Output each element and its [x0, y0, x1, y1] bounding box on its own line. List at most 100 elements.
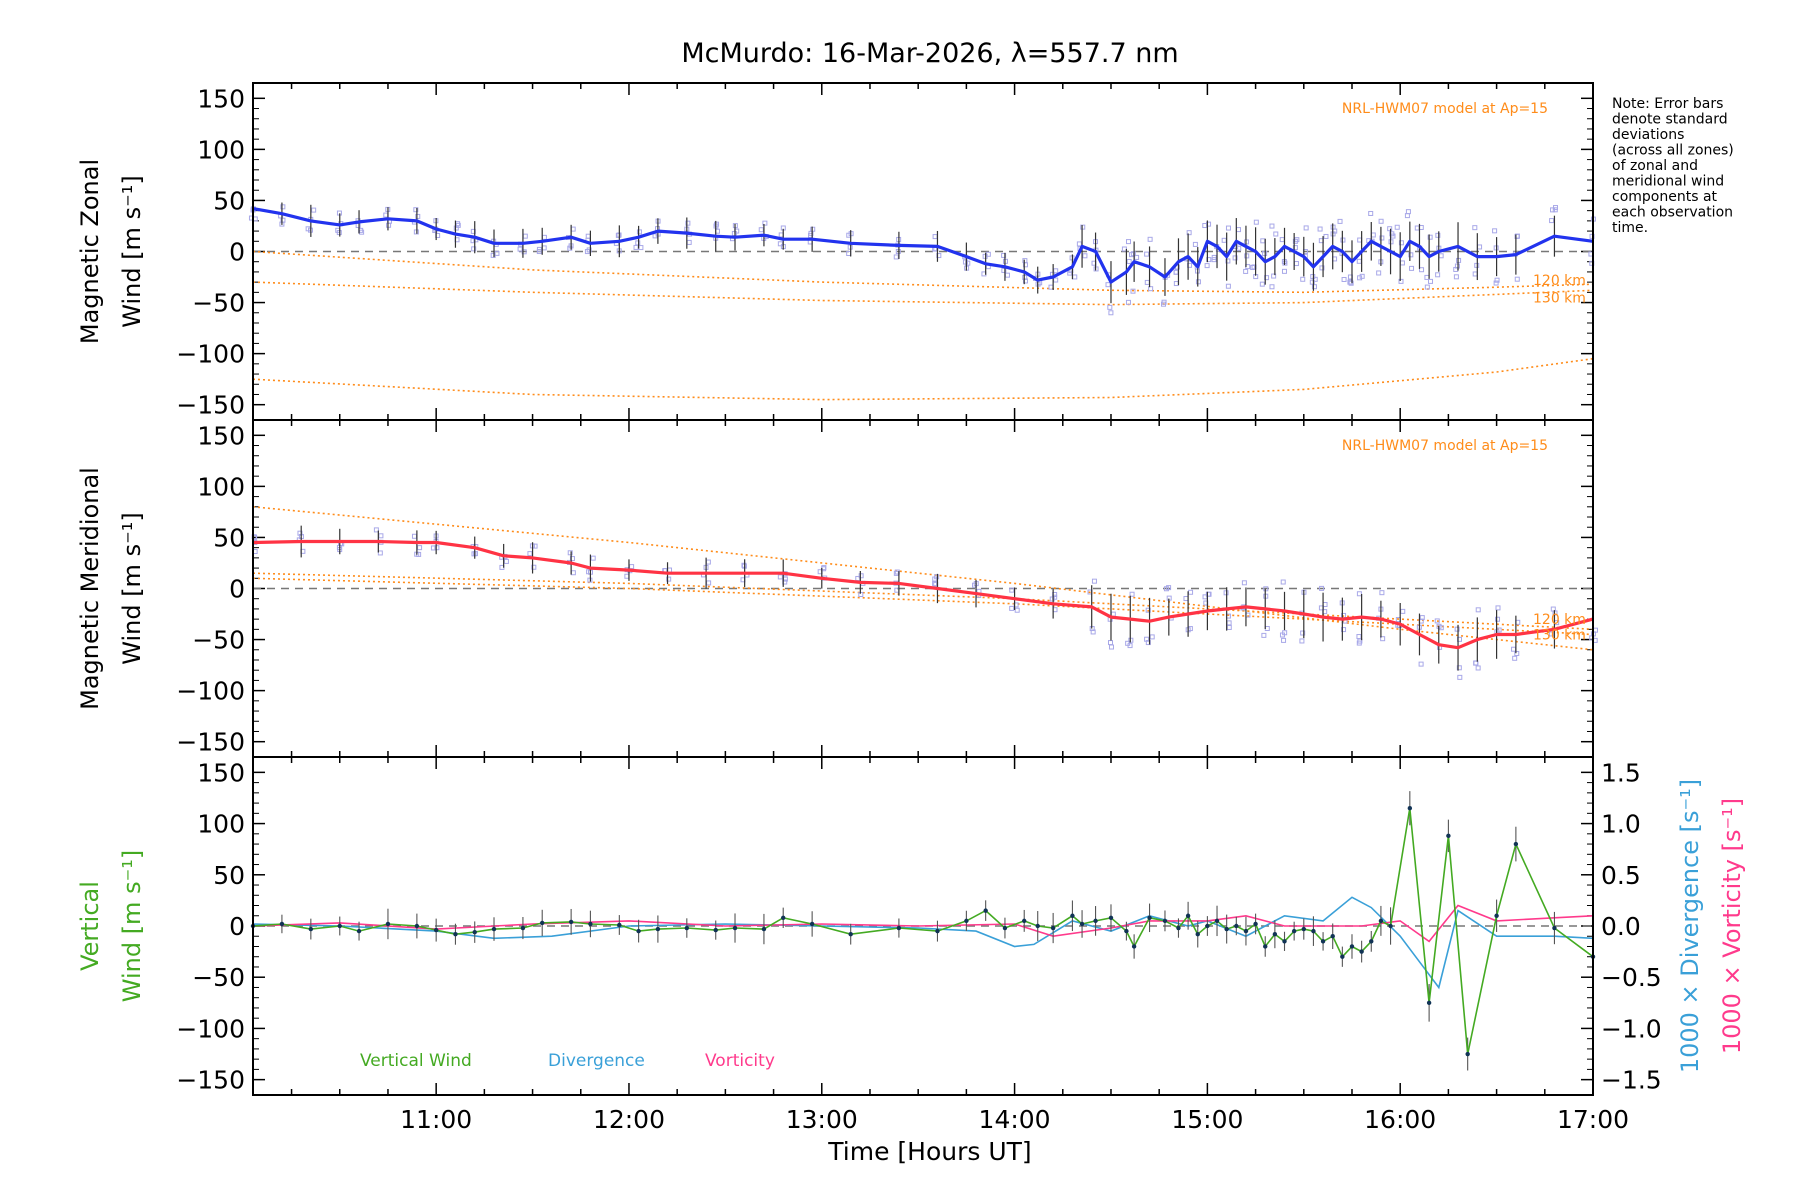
zonal-zone-point	[1398, 240, 1404, 246]
zonal-zone-point	[1394, 224, 1400, 230]
meridional-zone-point	[1400, 608, 1406, 614]
vertical-wind-point	[809, 921, 815, 927]
zonal-zone-point	[1269, 284, 1275, 290]
vertical-y2tick-label: −1.5	[1601, 1066, 1662, 1095]
meridional-zone-point	[1264, 626, 1270, 632]
vertical-wind-point	[356, 928, 362, 934]
vertical-ytick-label: −50	[192, 963, 245, 992]
meridional-zone-point	[934, 574, 940, 580]
meridional-zone-point	[1144, 636, 1150, 642]
zonal-zone-point	[1348, 279, 1354, 285]
vertical-wind-point	[1022, 918, 1027, 924]
x-tick-label: 13:00	[786, 1105, 858, 1134]
vertical-wind-point	[1253, 921, 1258, 927]
zonal-zone-point	[1428, 278, 1434, 284]
zonal-zone-point	[1300, 276, 1306, 282]
zonal-zone-point	[280, 217, 286, 223]
zonal-zone-point	[1279, 237, 1285, 243]
meridional-wind-line	[252, 539, 1594, 650]
vorticity-axis-label: 1000 × Vorticity [s⁻¹]	[1718, 798, 1746, 1054]
meridional-zone-point	[1456, 665, 1462, 671]
zonal-zone-point	[1494, 277, 1500, 283]
vertical-wind-point	[1079, 921, 1085, 927]
zonal-zone-point	[1076, 241, 1082, 247]
vertical-wind-point	[636, 928, 641, 934]
meridional-zone-point	[1341, 627, 1347, 633]
zonal-zone-point	[1211, 254, 1217, 260]
zonal-zone-point	[714, 221, 720, 227]
meridional-ytick-label: 150	[197, 421, 245, 450]
meridional-zone-point	[1009, 605, 1015, 611]
zonal-zone-point	[1269, 223, 1275, 229]
meridional-zone-point	[1511, 646, 1517, 652]
vertical-ytick-label: 50	[213, 861, 245, 890]
note-line: of zonal and	[1612, 158, 1698, 174]
zonal-zone-point	[1323, 233, 1329, 239]
meridional-zone-point	[666, 576, 672, 582]
zonal-ylabel: Wind [m s⁻¹]	[118, 175, 146, 327]
zonal-zone-point	[893, 254, 899, 260]
note-line: (across all zones)	[1612, 143, 1734, 159]
vertical-wind-point	[385, 921, 391, 927]
zonal-zone-point	[1173, 269, 1179, 275]
meridional-zone-point	[1261, 632, 1267, 638]
meridional-alt-label-130: 130 km	[1533, 628, 1586, 644]
x-tick-label: 14:00	[979, 1105, 1051, 1134]
meridional-panel: 150 100 50 0 −50 −100 −150 NRL-HWM07 model at A…	[76, 419, 1598, 758]
zonal-alt-label-130: 130 km	[1533, 291, 1586, 307]
zonal-zone-point	[522, 233, 528, 239]
meridional-zone-point	[1188, 589, 1194, 595]
meridional-zone-point	[430, 545, 436, 551]
zonal-zone-point	[413, 207, 419, 213]
zonal-zone-point	[615, 232, 621, 238]
zonal-zone-point	[1080, 224, 1086, 230]
zonal-zone-point	[386, 222, 392, 228]
zonal-zone-point	[1022, 278, 1028, 284]
zonal-zone-point	[1173, 269, 1179, 275]
zonal-zone-point	[1514, 233, 1520, 239]
zonal-zone-point	[1206, 257, 1212, 263]
vertical-wind-point	[1050, 925, 1056, 931]
zonal-zone-point	[965, 260, 971, 266]
zonal-model-label: NRL-HWM07 model at Ap=15	[1342, 101, 1548, 117]
note-line: components at	[1612, 189, 1718, 205]
vertical-wind-point	[1214, 918, 1220, 924]
vertical-wind-point	[1108, 915, 1114, 921]
zonal-zone-point	[1398, 278, 1404, 284]
zonal-zone-point	[932, 234, 938, 240]
vertical-wind-point	[1349, 944, 1355, 949]
zonal-zone-point	[1311, 284, 1317, 290]
meridional-model-curve	[252, 506, 1594, 651]
vertical-wind-point	[617, 922, 622, 928]
zonal-zone-point	[1244, 253, 1250, 259]
x-tick-label: 16:00	[1364, 1105, 1436, 1134]
zonal-zone-point	[762, 220, 768, 226]
vertical-y2tick-label: −1.0	[1601, 1014, 1662, 1043]
zonal-zone-point	[1225, 225, 1231, 231]
zonal-zone-point	[1435, 272, 1441, 278]
zonal-ytick-label: 100	[197, 135, 245, 164]
note-line: meridional wind	[1612, 174, 1724, 190]
zonal-zone-point	[1082, 253, 1088, 259]
zonal-zone-point	[1419, 267, 1425, 273]
vertical-wind-point	[453, 931, 458, 937]
vertical-wind-point	[1224, 926, 1229, 932]
zonal-zone-point	[1259, 281, 1265, 287]
zonal-ylabel: Magnetic Zonal	[76, 159, 104, 344]
zonal-zone-point	[567, 245, 573, 251]
vertical-wind-point	[520, 925, 526, 931]
zonal-zone-point	[1107, 304, 1113, 310]
zonal-zone-point	[1477, 244, 1483, 250]
meridional-zone-point	[1091, 578, 1097, 584]
vertical-wind-point	[964, 918, 969, 924]
zonal-zone-point	[1236, 227, 1242, 233]
meridional-ylabel: Magnetic Meridional	[76, 467, 104, 710]
zonal-zone-point	[1427, 234, 1433, 240]
divergence-line	[252, 896, 1594, 990]
vertical-wind-point	[1446, 833, 1451, 839]
meridional-model-label: NRL-HWM07 model at Ap=15	[1342, 438, 1548, 454]
vertical-y2tick-label: 0.0	[1601, 912, 1641, 941]
vertical-wind-point	[1205, 923, 1210, 929]
meridional-zone-point	[624, 573, 630, 579]
vertical-ytick-label: −150	[176, 1066, 245, 1095]
